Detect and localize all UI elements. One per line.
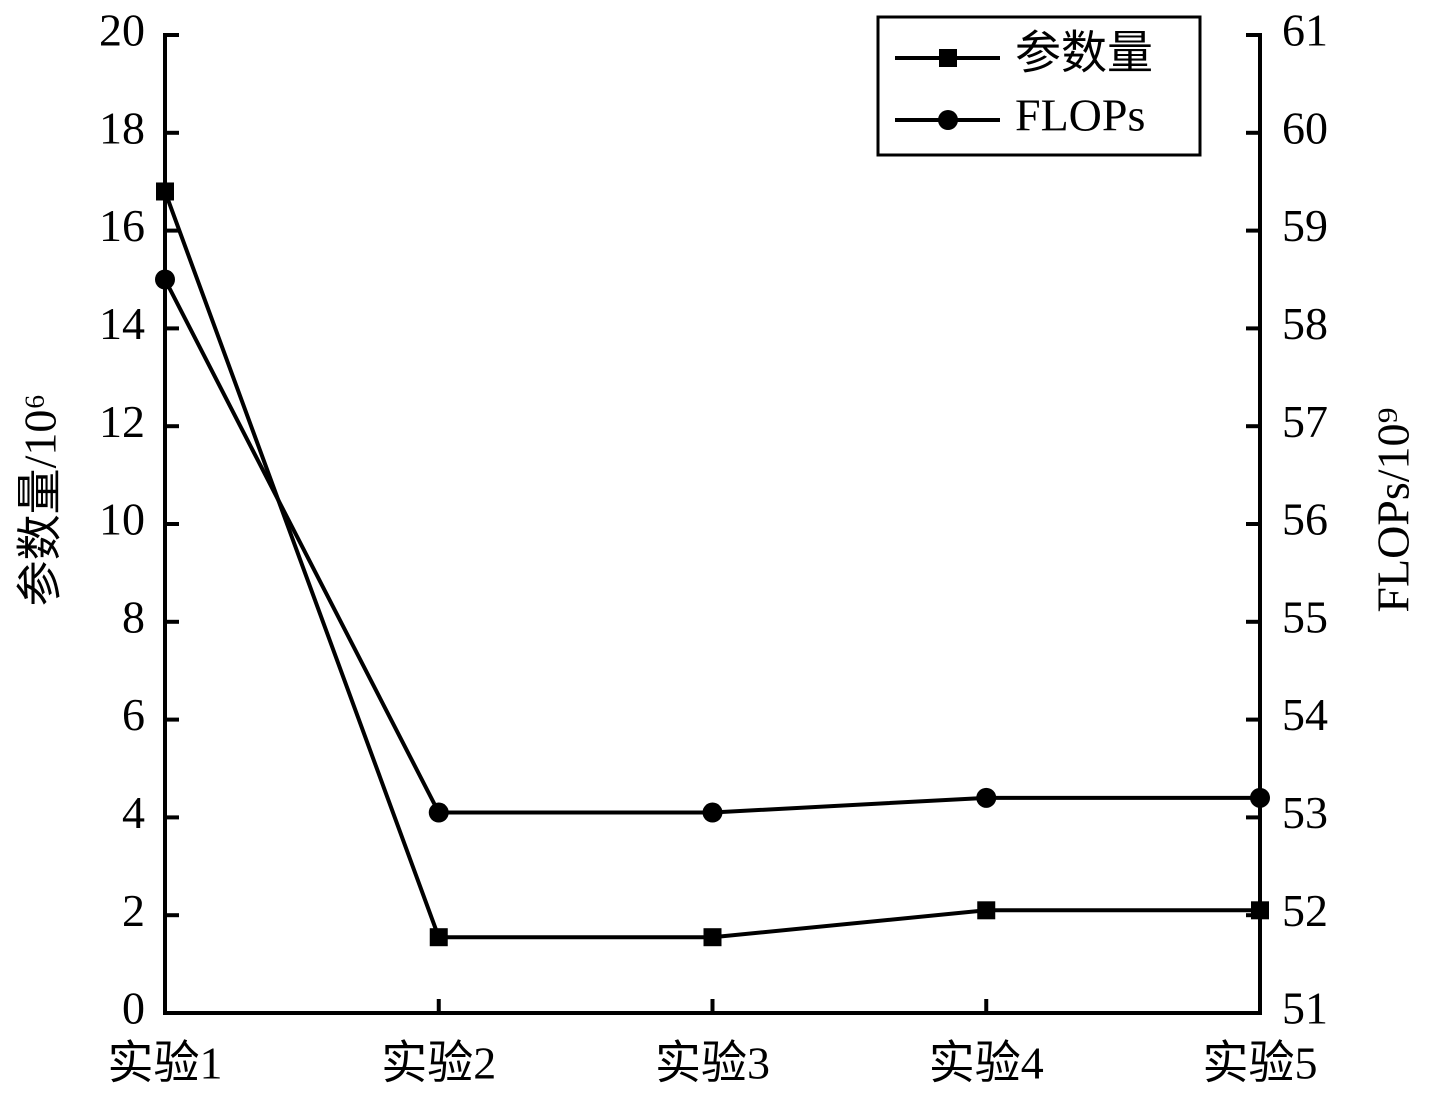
x-tick-label: 实验4 (929, 1038, 1044, 1089)
data-point (703, 928, 722, 947)
data-point (428, 802, 449, 823)
series-line (163, 278, 1260, 815)
y-tick-label: 18 (99, 102, 145, 153)
y-axis-label: 参数量/10⁶ (15, 394, 66, 607)
y2-axis-label: FLOPs/10⁹ (1368, 407, 1419, 612)
x-tick-label: 实验1 (108, 1038, 223, 1089)
data-point (156, 182, 174, 201)
legend-label: 参数量 (1015, 28, 1153, 79)
y-tick-label: 6 (122, 689, 145, 740)
y2-tick-label: 52 (1282, 885, 1328, 936)
data-point (1251, 901, 1269, 920)
y-tick-label: 16 (99, 200, 145, 251)
y-tick-label: 2 (122, 885, 145, 936)
series-line (163, 190, 1260, 940)
data-point (429, 928, 448, 947)
y2-tick-label: 60 (1282, 102, 1328, 153)
y-tick-label: 0 (122, 983, 145, 1034)
data-point (1250, 787, 1270, 808)
y2-tick-label: 53 (1282, 787, 1328, 838)
legend-box (876, 15, 1202, 157)
data-point (977, 901, 996, 920)
legend-marker (939, 49, 957, 67)
y-tick-label: 20 (99, 5, 145, 56)
y2-tick-label: 57 (1282, 396, 1328, 447)
y2-tick-label: 54 (1282, 689, 1328, 740)
y2-tick-label: 51 (1282, 983, 1328, 1034)
y-tick-label: 14 (99, 298, 145, 349)
data-point (976, 787, 997, 808)
data-point (155, 269, 175, 290)
y-tick-label: 8 (122, 591, 145, 642)
y2-tick-label: 58 (1282, 298, 1328, 349)
x-tick-label: 实验3 (655, 1038, 770, 1089)
x-tick-label: 实验5 (1203, 1038, 1318, 1089)
y2-tick-label: 55 (1282, 591, 1328, 642)
y2-tick-label: 56 (1282, 494, 1328, 545)
y-tick-label: 12 (99, 396, 145, 447)
y2-tick-label: 61 (1282, 5, 1328, 56)
legend-marker (938, 110, 958, 130)
legend-label: FLOPs (1015, 90, 1145, 141)
x-tick-label: 实验2 (381, 1038, 496, 1089)
y2-tick-label: 59 (1282, 200, 1328, 251)
y-tick-label: 10 (99, 494, 145, 545)
y-tick-label: 4 (122, 787, 145, 838)
data-point (702, 802, 723, 823)
